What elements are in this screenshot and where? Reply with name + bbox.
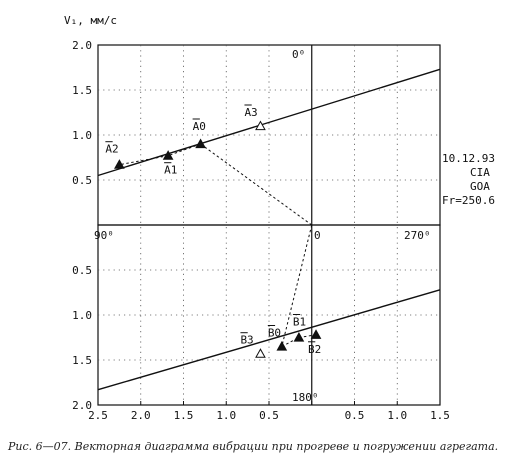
dashed-links — [119, 143, 317, 347]
dashed-link-b0 — [281, 224, 313, 347]
vector-diagram: A0 A1 A2 A3 B0 B1 B2 B3 2.0 1.5 1.0 0.5 0.5 1.0 1.5 2.… — [64, 14, 495, 422]
x-tick-label: 1.5 — [174, 409, 194, 422]
y-tick-label-lower: 1.5 — [72, 354, 92, 367]
point-label-a2-group: A2 — [105, 141, 119, 156]
angle-bottom-label: 180⁰ — [292, 391, 319, 404]
point-label-a2: A2 — [105, 143, 118, 156]
data-points: A0 A1 A2 A3 B0 B1 B2 B3 — [105, 104, 322, 358]
point-a2 — [114, 159, 125, 169]
point-label-b0: B0 — [268, 327, 281, 340]
x-tick-label: 0.5 — [259, 409, 279, 422]
point-label-b3: B3 — [240, 334, 253, 347]
point-label-a0: A0 — [193, 120, 206, 133]
x-tick-label: 1.0 — [387, 409, 407, 422]
y-tick-label-lower: 0.5 — [72, 264, 92, 277]
annotation-date: 10.12.93 — [442, 152, 495, 165]
point-label-b2: B2 — [308, 343, 321, 356]
dashed-link-a — [119, 155, 169, 166]
point-label-b2-group: B2 — [308, 341, 321, 356]
tick-labels: 2.01.51.00.50.51.01.52.02.5 2.0 1.5 1.0 0.5 0… — [72, 39, 450, 422]
dashed-link-a — [167, 143, 201, 157]
point-b3 — [255, 348, 266, 358]
annotation-line-2: CIA — [470, 166, 490, 179]
y-tick-label-lower: 2.0 — [72, 399, 92, 412]
point-a0 — [195, 138, 206, 149]
y-tick-label-upper: 1.5 — [72, 84, 92, 97]
x-tick-label: 1.0 — [216, 409, 236, 422]
y-tick-label-lower: 1.0 — [72, 309, 92, 322]
angle-left-label: 90⁰ — [94, 229, 114, 242]
y-tick-label-upper: 2.0 — [72, 39, 92, 52]
angle-top-label: 0⁰ — [292, 48, 305, 61]
point-label-a3: A3 — [244, 106, 257, 119]
figure-caption: Рис. 6—07. Векторная диаграмма вибрации … — [8, 440, 499, 453]
trend-line-lower — [97, 289, 441, 391]
point-b2 — [310, 329, 322, 339]
dashed-link-a0 — [200, 143, 313, 226]
x-tick-label: 1.5 — [430, 409, 450, 422]
point-a3 — [255, 120, 266, 131]
x-tick-label: 2.0 — [131, 409, 151, 422]
y-axis-title: V₁, мм/с — [64, 14, 117, 27]
x-tick-label: 2.5 — [88, 409, 108, 422]
point-label-a0-group: A0 — [192, 118, 206, 133]
point-label-b3-group: B3 — [240, 332, 254, 347]
annotation-line-3: GOA — [470, 180, 490, 193]
trend-line-upper — [97, 68, 441, 177]
annotation-frequency: Fr=250.6 — [442, 194, 495, 207]
point-label-b0-group: B0 — [267, 325, 281, 340]
point-label-b1-group: B1 — [292, 314, 306, 329]
point-label-a1-group: A1 — [164, 162, 177, 177]
point-label-a1: A1 — [164, 164, 177, 177]
point-label-a3-group: A3 — [244, 104, 258, 119]
angle-right-label: 270⁰ — [404, 229, 431, 242]
trend-lines — [97, 68, 441, 391]
point-b0 — [276, 340, 288, 351]
x-tick-label: 0.5 — [345, 409, 365, 422]
point-label-b1: B1 — [293, 316, 306, 329]
y-tick-label-upper: 1.0 — [72, 129, 92, 142]
y-tick-label-upper: 0.5 — [72, 174, 92, 187]
point-b1 — [293, 331, 305, 342]
center-zero-label: 0 — [314, 229, 321, 242]
point-a1 — [162, 150, 174, 160]
